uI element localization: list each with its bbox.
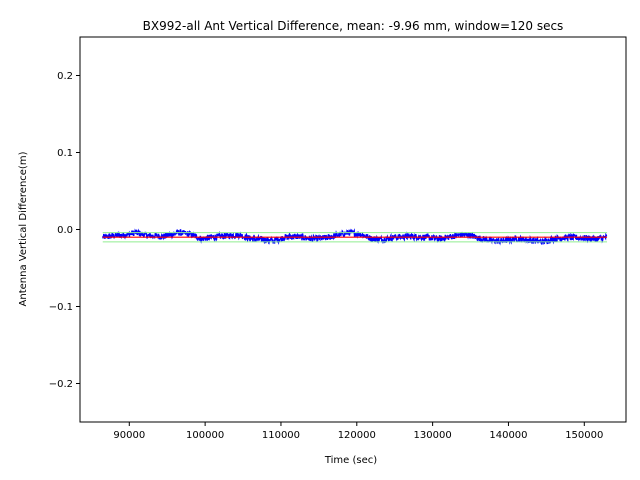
x-tick-label-3: 120000: [338, 430, 376, 441]
y-tick-label-1: −0.1: [49, 302, 73, 313]
y-tick-label-0: −0.2: [49, 379, 73, 390]
x-axis-label: Time (sec): [324, 455, 377, 466]
chart-title: BX992-all Ant Vertical Difference, mean:…: [143, 19, 564, 33]
x-tick-label-4: 130000: [414, 430, 452, 441]
plot-area: [102, 228, 608, 246]
y-tick-label-2: 0.0: [57, 225, 73, 236]
y-axis-label: Antenna Vertical Difference(m): [18, 151, 29, 306]
x-tick-label-0: 90000: [113, 430, 145, 441]
y-tick-label-4: 0.2: [57, 71, 73, 82]
y-axis: −0.2 −0.1 0.0 0.1 0.2: [49, 71, 80, 390]
x-tick-label-2: 110000: [262, 430, 300, 441]
x-tick-label-5: 140000: [489, 430, 527, 441]
x-axis: 90000 100000 110000 120000 130000 140000 15000…: [113, 422, 603, 441]
x-tick-label-1: 100000: [186, 430, 224, 441]
axes-frame: [79, 36, 627, 423]
y-tick-label-3: 0.1: [57, 148, 73, 159]
x-tick-label-6: 150000: [565, 430, 603, 441]
